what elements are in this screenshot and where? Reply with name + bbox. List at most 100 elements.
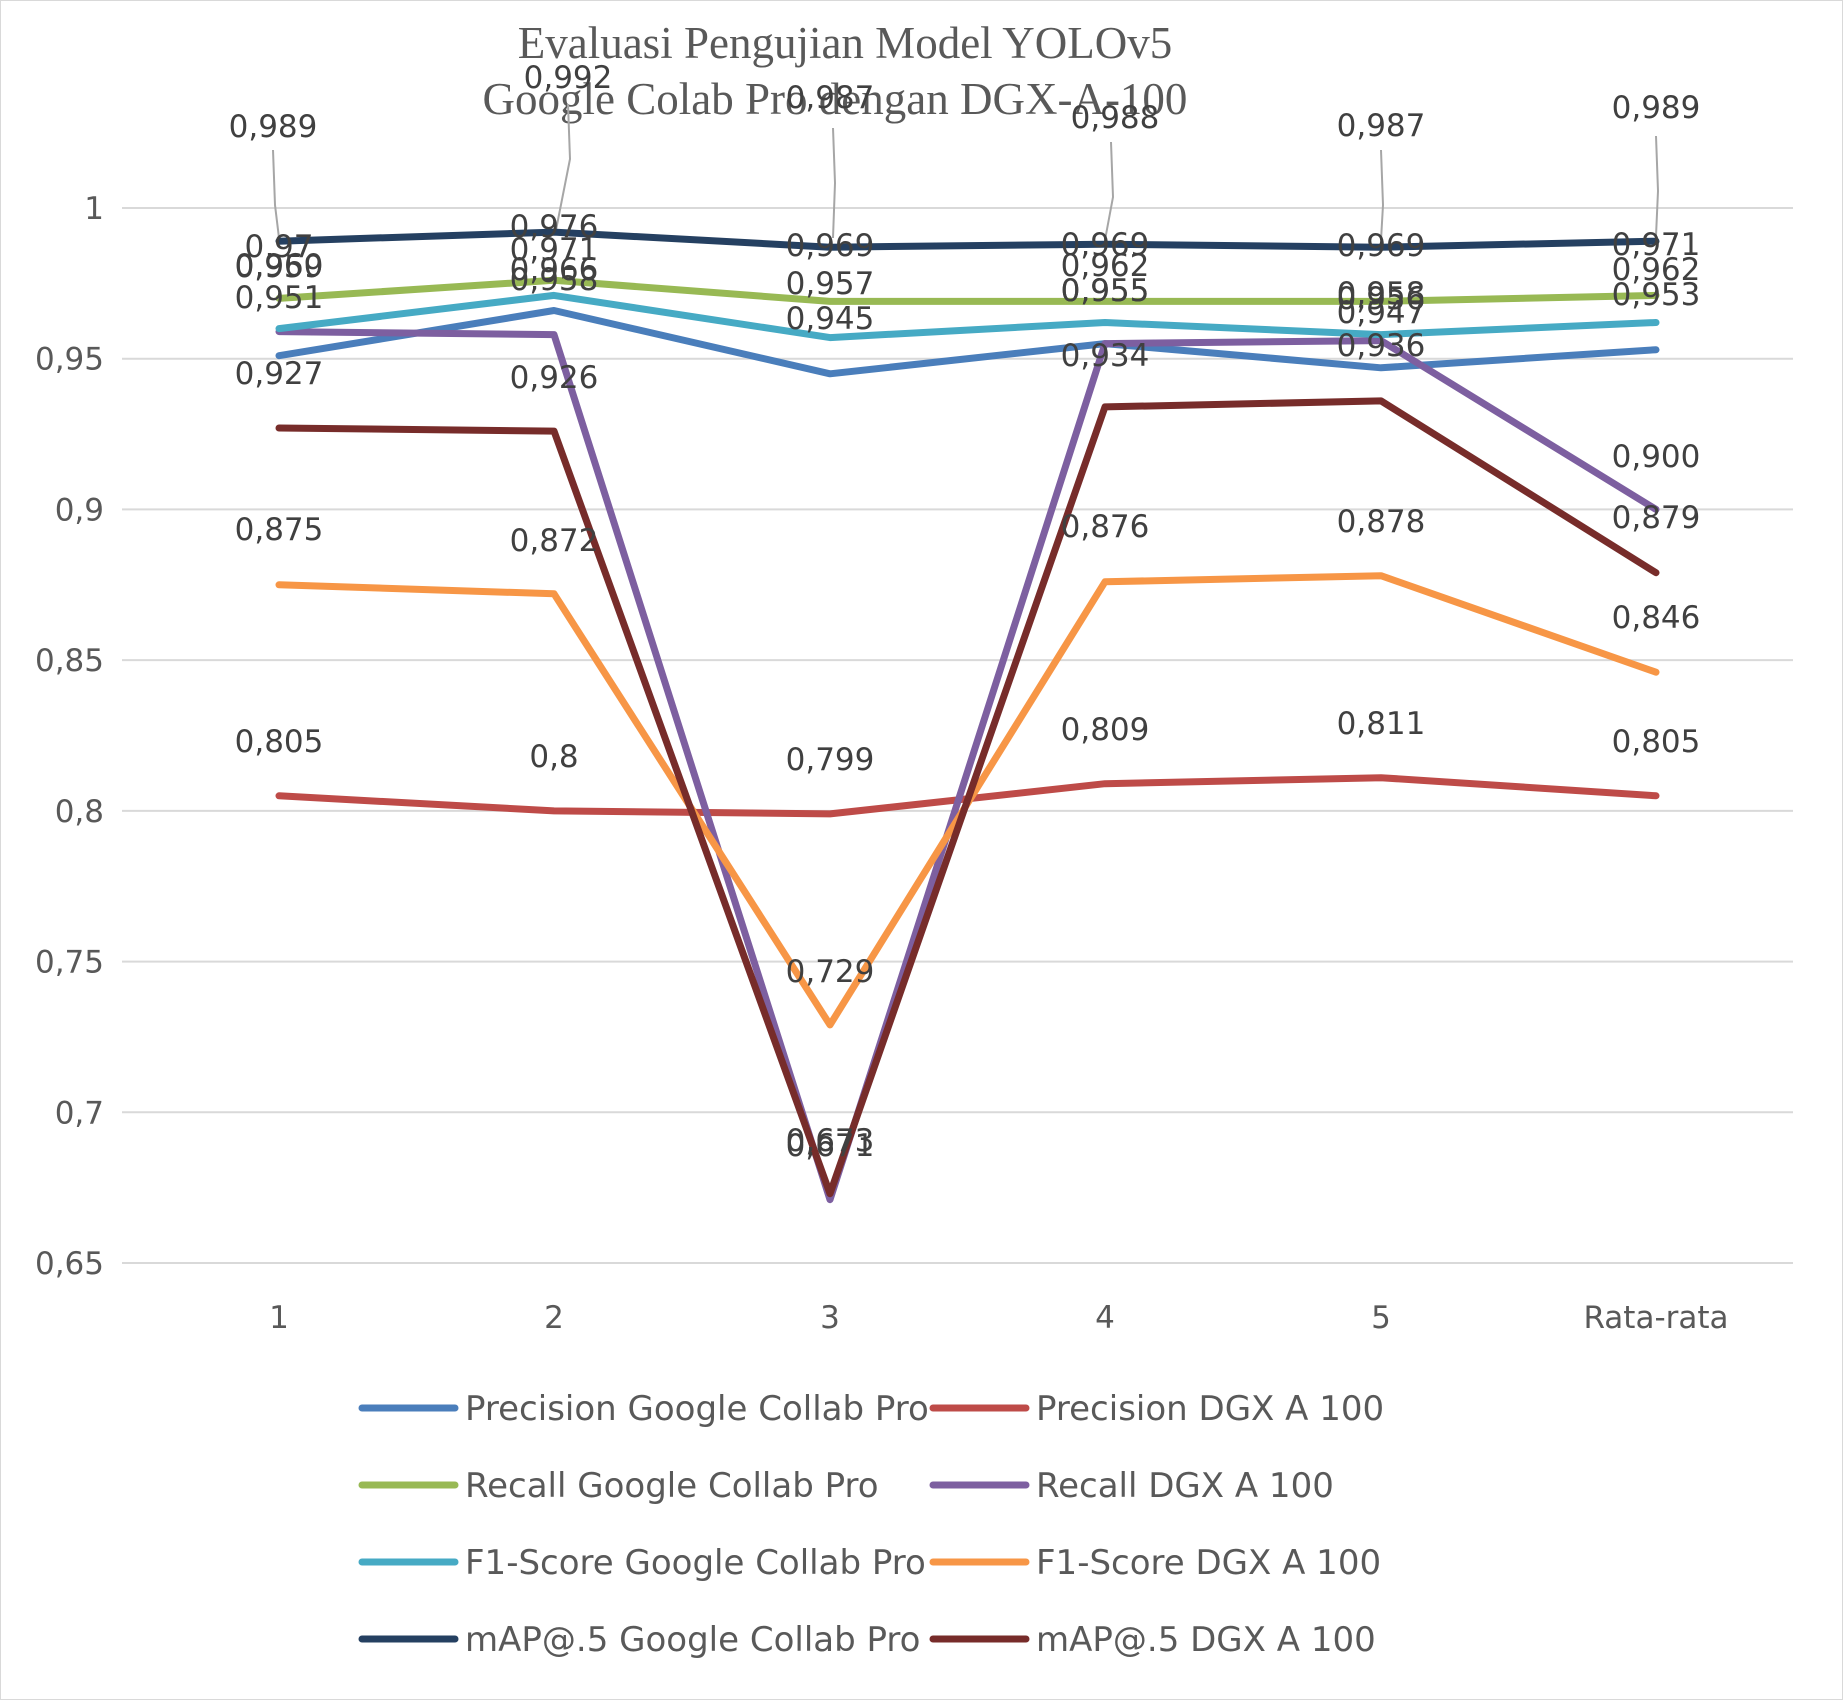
data-label: 0,987 [786,80,875,116]
data-label: 0,962 [1612,252,1701,288]
series-line-6 [275,228,1660,251]
data-label: 0,900 [1612,439,1701,475]
data-label: 0,960 [235,248,324,284]
chart-title: Evaluasi Pengujian Model YOLOv5 Google C… [483,18,1188,124]
data-label: 0,805 [235,724,324,760]
data-label: 0,969 [1061,227,1150,263]
x-tick-label: Rata-rata [1583,1300,1728,1336]
legend-label: Recall DGX A 100 [1036,1466,1334,1506]
legend-item: Precision Google Collab Pro [358,1389,929,1429]
leader-line-0 [272,149,280,239]
data-label: 0,956 [1337,281,1426,317]
y-axis: 0,65 0,7 0,75 0,8 0,85 0,9 0,95 1 [35,191,104,1282]
data-label: 0,957 [786,266,875,302]
data-label: 0,673 [786,1123,875,1159]
data-label: 0,987 [1337,108,1426,144]
y-tick-label: 0,65 [35,1246,104,1282]
y-tick-label: 0,85 [35,643,104,679]
x-tick-label: 1 [269,1300,289,1336]
series-lines [275,228,1660,1204]
series-line-2 [275,276,1660,305]
legend-item: mAP@.5 Google Collab Pro [358,1620,920,1660]
x-tick-label: 3 [820,1300,840,1336]
data-label: 0,955 [1061,273,1150,309]
legend-label: mAP@.5 DGX A 100 [1036,1620,1376,1660]
data-label: 0,729 [786,954,875,990]
legend-item: F1-Score Google Collab Pro [358,1543,926,1583]
data-label: 0,962 [1061,248,1150,284]
data-label: 0,8 [529,739,578,775]
series-line-3 [275,328,1660,1204]
data-label: 0,959 [235,249,324,285]
data-label: 0,945 [786,301,875,337]
legend-label: F1-Score Google Collab Pro [465,1543,926,1583]
data-label: 0,805 [1612,724,1701,760]
data-label: 0,934 [1061,338,1150,374]
data-label: 0,872 [510,523,599,559]
leader-line-1 [555,103,572,231]
legend-label: mAP@.5 Google Collab Pro [465,1620,920,1660]
data-label: 0,875 [235,512,324,548]
x-tick-label: 5 [1371,1300,1391,1336]
data-label: 0,926 [510,360,599,396]
data-label: 0,966 [510,252,599,288]
legend-item: mAP@.5 DGX A 100 [929,1620,1376,1660]
y-tick-label: 0,8 [55,794,104,830]
data-label: 0,989 [229,109,318,145]
data-label: 0,953 [1612,277,1701,313]
chart-title-line-2: Google Colab Pro dengan DGX-A-100 [483,74,1188,124]
data-label: 0,936 [1337,328,1426,364]
y-tick-label: 0,95 [35,342,104,378]
data-label: 0,879 [1612,500,1701,536]
legend-label: Precision Google Collab Pro [465,1389,929,1429]
data-label: 0,958 [510,262,599,298]
data-labels: 0,951 0,966 0,945 0,955 0,947 0,953 0,805 0,8 0,… [229,60,1701,1164]
legend-item: Recall Google Collab Pro [358,1466,879,1506]
data-label: 0,671 [786,1128,875,1164]
series-line-0 [275,307,1660,378]
y-tick-label: 0,75 [35,945,104,981]
leader-line-5 [1655,135,1660,237]
legend-label: F1-Score DGX A 100 [1036,1543,1381,1583]
data-label: 0,947 [1337,295,1426,331]
x-tick-label: 2 [544,1300,564,1336]
data-label: 0,958 [1337,276,1426,312]
data-label: 0,955 [1061,273,1150,309]
data-label: 0,878 [1337,504,1426,540]
data-label: 0,951 [235,280,324,316]
data-label: 0,97 [244,229,313,265]
gridlines [122,207,1793,1264]
leader-lines [272,103,1660,241]
data-label: 0,876 [1061,509,1150,545]
x-tick-label: 4 [1095,1300,1115,1336]
data-label: 0,846 [1612,600,1701,636]
chart-title-line-1: Evaluasi Pengujian Model YOLOv5 [518,18,1172,68]
legend-label: Precision DGX A 100 [1036,1389,1384,1429]
data-label: 0,992 [524,60,613,96]
x-axis: 1 2 3 4 5 Rata-rata [269,1300,1728,1336]
leader-line-2 [832,127,837,239]
series-line-7 [275,397,1660,1198]
data-label: 0,971 [1612,227,1701,263]
data-label: 0,799 [786,742,875,778]
data-label: 0,988 [1071,100,1160,136]
data-label: 0,971 [510,232,599,268]
data-label: 0,989 [1612,90,1701,126]
data-label: 0,927 [235,356,324,392]
y-tick-label: 1 [84,191,104,227]
data-label: 0,809 [1061,712,1150,748]
legend-item: Precision DGX A 100 [929,1389,1384,1429]
legend-item: Recall DGX A 100 [929,1466,1334,1506]
data-label: 0,811 [1337,706,1426,742]
data-label: 0,976 [510,209,599,245]
legend-label: Recall Google Collab Pro [465,1466,879,1506]
leader-line-4 [1380,149,1385,241]
legend: Precision Google Collab Pro Precision DGX… [358,1389,1384,1660]
y-tick-label: 0,7 [55,1095,104,1131]
y-tick-label: 0,9 [55,492,104,528]
series-line-4 [275,291,1660,342]
legend-item: F1-Score DGX A 100 [929,1543,1381,1583]
leader-line-3 [1104,141,1115,241]
